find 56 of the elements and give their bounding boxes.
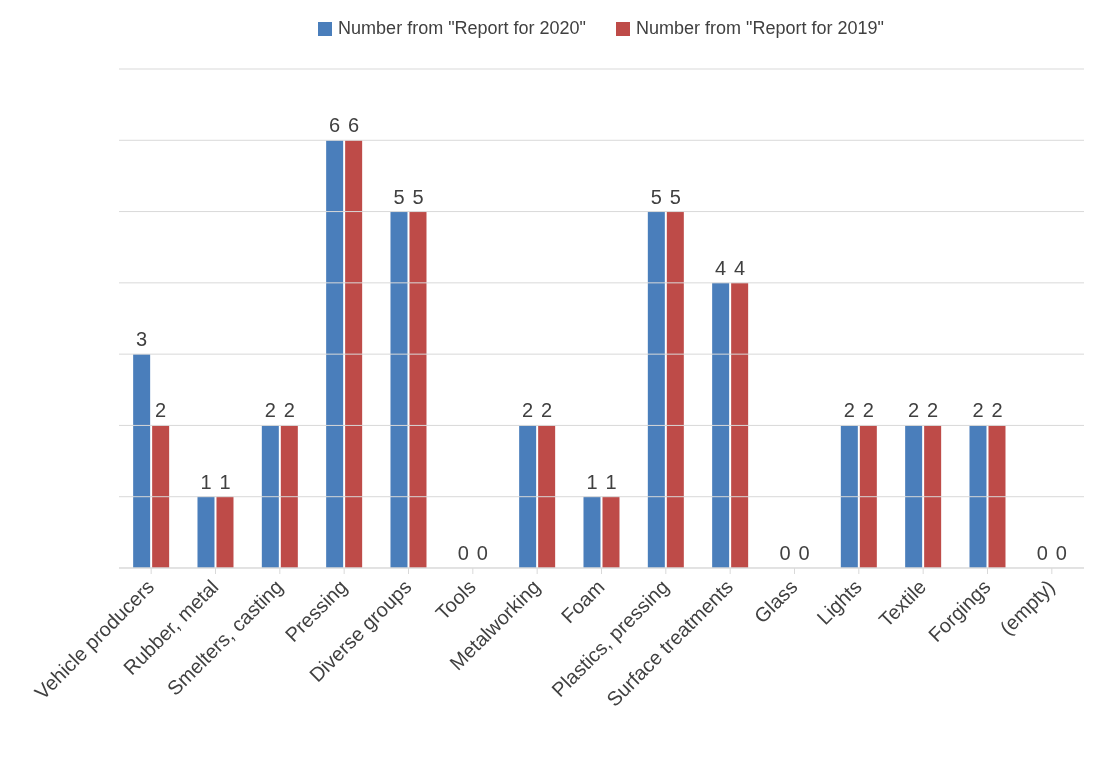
data-label: 0 xyxy=(457,542,469,564)
data-label: 2 xyxy=(908,399,920,422)
bar xyxy=(583,496,601,568)
bar xyxy=(859,425,877,568)
bar xyxy=(712,282,730,568)
data-label: 5 xyxy=(650,185,662,208)
data-label: 2 xyxy=(972,399,984,422)
bar xyxy=(969,425,987,568)
bar xyxy=(538,425,556,568)
bar xyxy=(519,425,537,568)
data-label: 4 xyxy=(715,256,727,279)
data-label: 1 xyxy=(605,470,617,493)
data-label: 2 xyxy=(264,399,276,422)
bar xyxy=(840,425,858,568)
data-label: 2 xyxy=(927,399,939,422)
data-label: 2 xyxy=(991,399,1003,422)
bar xyxy=(666,211,684,568)
data-label: 5 xyxy=(669,185,681,208)
bar xyxy=(647,211,665,568)
data-label: 2 xyxy=(283,399,295,422)
bar xyxy=(988,425,1006,568)
data-label: 0 xyxy=(476,542,488,564)
data-label: 1 xyxy=(586,470,598,493)
bar xyxy=(326,140,344,568)
bar xyxy=(924,425,942,568)
data-label: 5 xyxy=(393,185,405,208)
legend-label: Number from "Report for 2020" xyxy=(337,18,586,39)
bar xyxy=(152,425,170,568)
legend-label: Number from "Report for 2019" xyxy=(635,18,884,39)
data-label: 6 xyxy=(329,114,341,137)
data-label: 0 xyxy=(1055,542,1067,564)
data-label: 5 xyxy=(412,185,424,208)
data-label: 2 xyxy=(522,399,534,422)
data-label: 6 xyxy=(348,114,360,137)
data-label: 0 xyxy=(1036,542,1048,564)
data-label: 2 xyxy=(862,399,874,422)
data-label: 1 xyxy=(219,470,231,493)
bar xyxy=(133,354,151,568)
bar xyxy=(731,282,749,568)
data-label: 3 xyxy=(136,328,148,351)
data-label: 0 xyxy=(779,542,791,564)
bar xyxy=(905,425,923,568)
data-label: 4 xyxy=(734,256,746,279)
bar xyxy=(280,425,298,568)
bar xyxy=(409,211,427,568)
data-label: 0 xyxy=(798,542,810,564)
bar xyxy=(261,425,279,568)
bar xyxy=(345,140,363,568)
bar xyxy=(197,496,215,568)
bar xyxy=(216,496,234,568)
bar xyxy=(602,496,620,568)
data-label: 2 xyxy=(155,399,167,422)
data-label: 1 xyxy=(200,470,212,493)
bar xyxy=(390,211,408,568)
data-label: 2 xyxy=(541,399,553,422)
data-label: 2 xyxy=(843,399,855,422)
